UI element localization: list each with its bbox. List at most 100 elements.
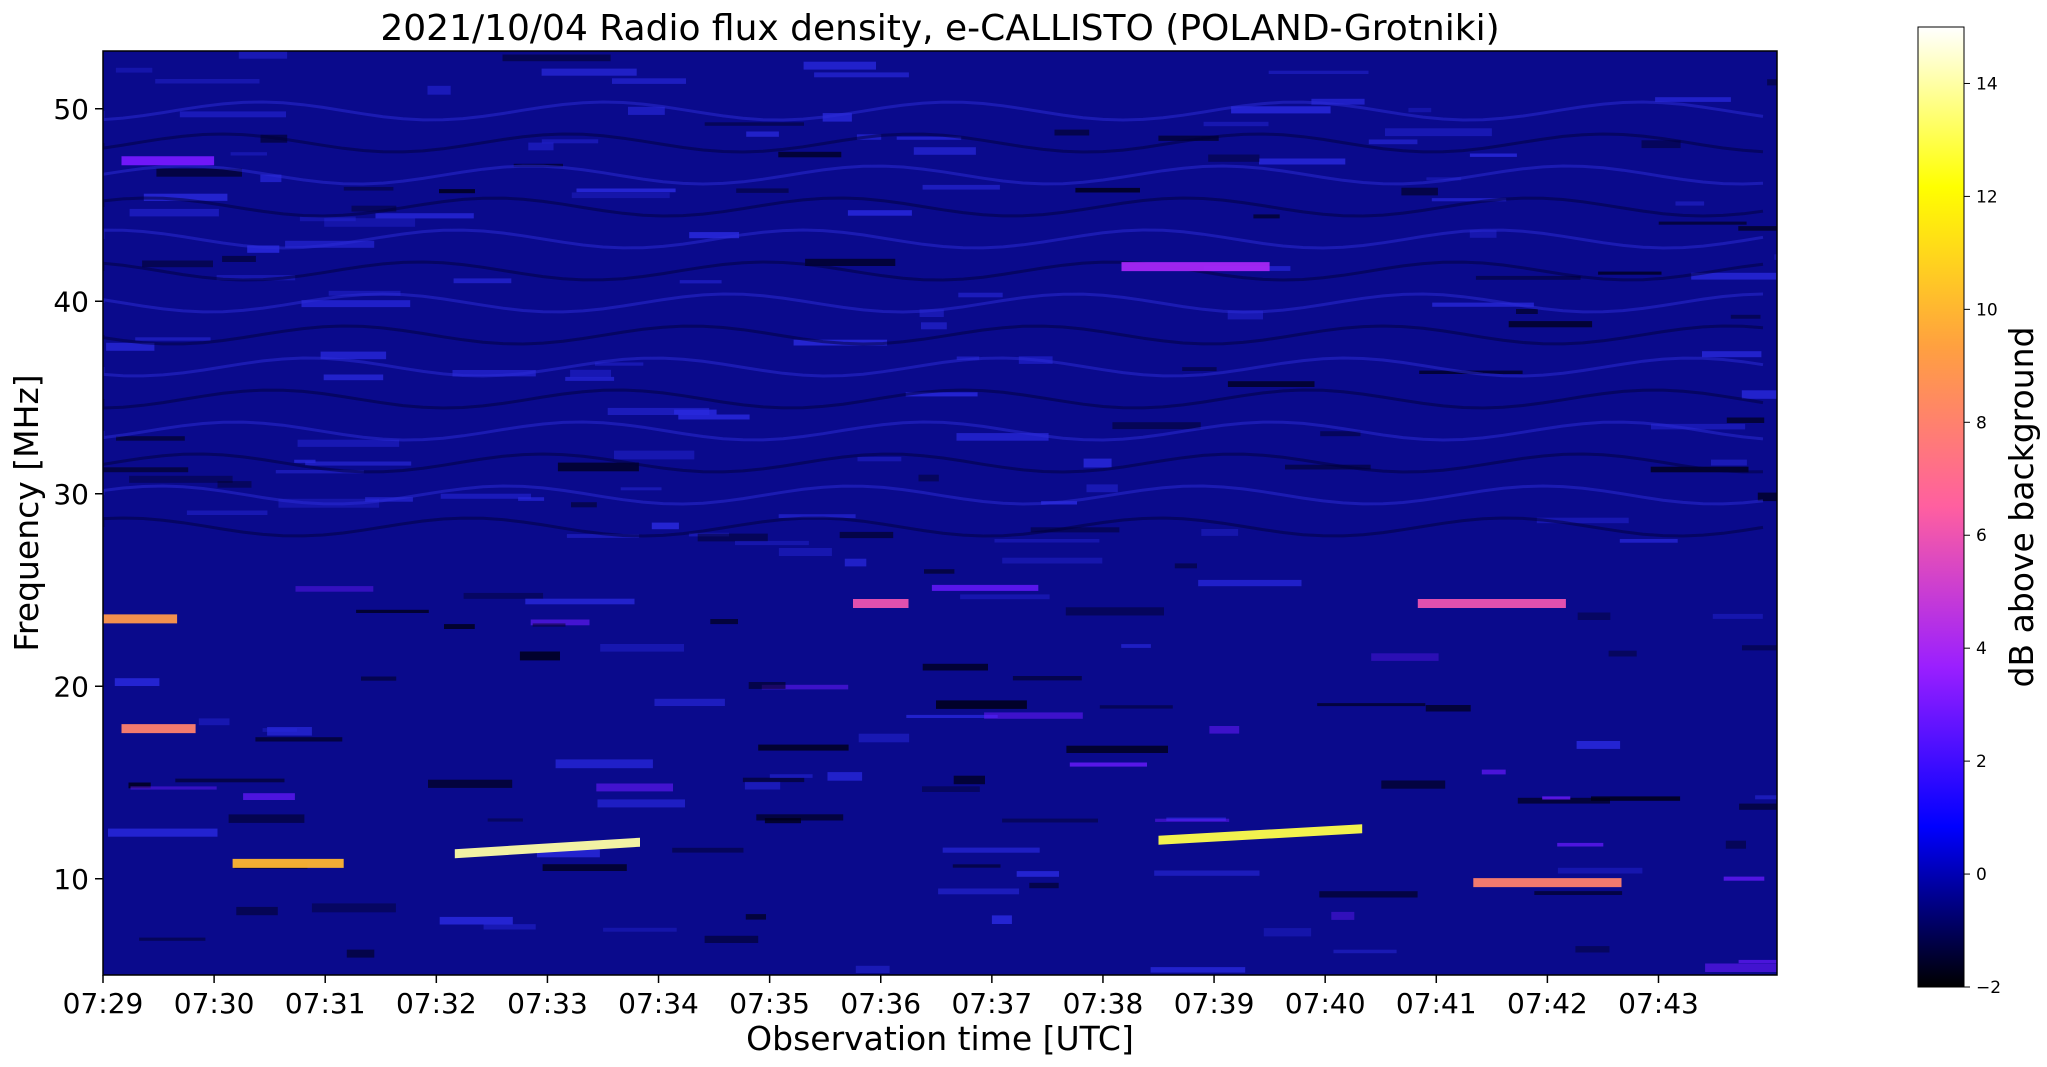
x-tick-label: 07:41 bbox=[1396, 987, 1477, 1020]
texture-streak bbox=[1408, 107, 1432, 113]
texture-streak bbox=[1002, 818, 1098, 823]
texture-streak bbox=[994, 539, 1100, 543]
texture-streak bbox=[952, 864, 1001, 868]
texture-streak bbox=[858, 733, 910, 743]
texture-streak bbox=[594, 362, 644, 366]
texture-streak bbox=[1198, 579, 1302, 587]
texture-streak bbox=[1675, 201, 1705, 206]
texture-streak bbox=[156, 168, 242, 177]
texture-streak bbox=[672, 847, 744, 853]
texture-streak bbox=[822, 113, 852, 122]
texture-streak bbox=[1208, 154, 1260, 162]
texture-streak bbox=[570, 369, 611, 378]
texture-streak bbox=[913, 147, 976, 155]
texture-streak bbox=[571, 192, 670, 199]
interference-line bbox=[103, 260, 1764, 282]
texture-streak bbox=[778, 548, 832, 556]
texture-streak bbox=[320, 351, 387, 360]
texture-streak bbox=[847, 210, 912, 216]
texture-streak bbox=[542, 864, 627, 871]
texture-streak bbox=[896, 136, 962, 140]
texture-streak bbox=[116, 436, 185, 441]
texture-streak bbox=[108, 828, 218, 837]
texture-streak bbox=[519, 651, 560, 661]
spectrogram-plot bbox=[103, 51, 1777, 975]
emission-band bbox=[454, 837, 640, 859]
texture-streak bbox=[814, 72, 909, 78]
texture-streak bbox=[924, 569, 955, 574]
interference-line bbox=[103, 164, 1764, 186]
texture-streak bbox=[1508, 321, 1593, 328]
texture-streak bbox=[1333, 949, 1397, 954]
texture-streak bbox=[260, 174, 282, 183]
texture-streak bbox=[238, 51, 288, 59]
texture-streak bbox=[1651, 423, 1746, 430]
texture-streak bbox=[1738, 959, 1777, 964]
texture-streak bbox=[1209, 726, 1240, 734]
emission-band bbox=[1121, 262, 1270, 272]
emission-band bbox=[1158, 824, 1363, 845]
interference-line bbox=[103, 356, 1764, 378]
texture-streak bbox=[1268, 70, 1369, 74]
texture-streak bbox=[143, 193, 228, 201]
texture-streak bbox=[1738, 226, 1777, 231]
y-tick-label: 20 bbox=[53, 670, 89, 703]
texture-streak bbox=[1371, 653, 1439, 661]
x-tick-label: 07:42 bbox=[1507, 987, 1588, 1020]
interference-line bbox=[103, 132, 1764, 154]
texture-streak bbox=[1401, 187, 1438, 196]
texture-streak bbox=[571, 502, 597, 508]
texture-streak bbox=[603, 927, 677, 932]
texture-streak bbox=[758, 744, 849, 751]
texture-streak bbox=[1158, 135, 1219, 141]
texture-streak bbox=[1311, 98, 1365, 105]
texture-streak bbox=[857, 456, 902, 462]
texture-streak bbox=[294, 459, 316, 463]
texture-streak bbox=[428, 779, 513, 788]
texture-streak bbox=[1083, 458, 1112, 468]
x-tick-label: 07:32 bbox=[396, 987, 477, 1020]
texture-streak bbox=[275, 470, 364, 474]
texture-streak bbox=[778, 151, 842, 158]
texture-streak bbox=[1641, 140, 1681, 149]
x-tick-label: 07:43 bbox=[1618, 987, 1699, 1020]
texture-streak bbox=[1576, 741, 1621, 749]
colorbar-tick-label: 12 bbox=[1976, 187, 1998, 207]
texture-streak bbox=[528, 142, 554, 151]
texture-streak bbox=[679, 280, 722, 284]
texture-streak bbox=[1534, 891, 1623, 895]
texture-streak bbox=[1691, 272, 1777, 280]
texture-streak bbox=[483, 924, 536, 930]
texture-streak bbox=[1726, 417, 1765, 423]
texture-streak bbox=[919, 309, 944, 317]
texture-streak bbox=[1029, 882, 1059, 889]
texture-streak bbox=[175, 778, 285, 783]
emission-band bbox=[103, 614, 178, 624]
texture-streak bbox=[1575, 946, 1610, 953]
texture-streak bbox=[128, 782, 151, 789]
colorbar-tick-label: 8 bbox=[1976, 413, 1987, 433]
emission-band bbox=[853, 599, 909, 608]
texture-streak bbox=[1121, 644, 1151, 648]
texture-streak bbox=[518, 497, 545, 501]
texture-streak bbox=[1203, 121, 1269, 127]
x-tick-label: 07:40 bbox=[1285, 987, 1366, 1020]
texture-streak bbox=[1231, 106, 1331, 114]
plot-frame bbox=[102, 50, 1778, 976]
texture-streak bbox=[1725, 840, 1746, 849]
texture-streak bbox=[139, 937, 206, 941]
colorbar-tick-label: 0 bbox=[1976, 865, 1987, 885]
texture-streak bbox=[453, 278, 512, 284]
texture-streak bbox=[1066, 745, 1168, 753]
texture-streak bbox=[1065, 607, 1164, 616]
texture-streak bbox=[620, 487, 662, 491]
texture-streak bbox=[1227, 310, 1263, 320]
texture-streak bbox=[439, 916, 513, 925]
texture-streak bbox=[525, 598, 635, 605]
texture-streak bbox=[351, 205, 397, 212]
texture-streak bbox=[839, 531, 894, 539]
texture-streak bbox=[1577, 612, 1611, 620]
texture-streak bbox=[1757, 492, 1777, 502]
interference-line bbox=[103, 228, 1764, 250]
